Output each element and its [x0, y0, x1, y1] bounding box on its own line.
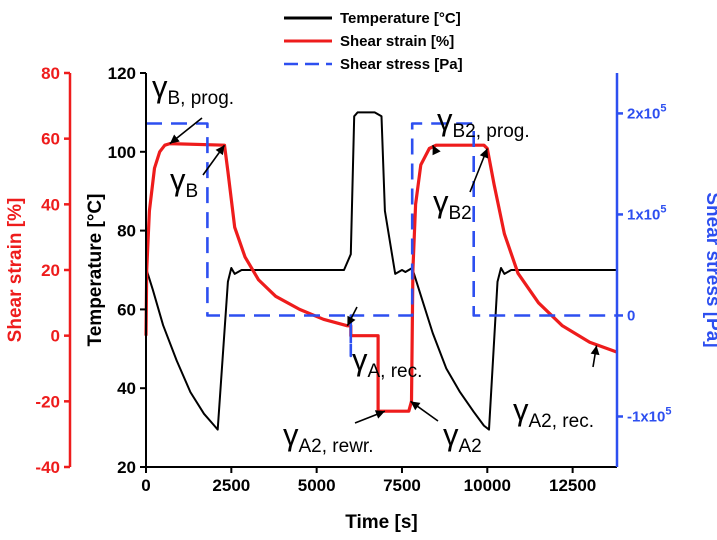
x-tick-label: 5000 — [298, 476, 336, 495]
temperature-tick-label: 120 — [108, 64, 136, 83]
temperature-tick-label: 80 — [117, 222, 136, 241]
annotation-arrowhead — [479, 148, 489, 159]
strain-tick-label: 20 — [41, 261, 60, 280]
annotation-subscript: A2, rewr. — [299, 436, 374, 457]
temperature-axis-label: Temperature [°C] — [85, 194, 106, 347]
annotation-gamma: γ — [283, 417, 299, 452]
strain-tick-label: 0 — [51, 327, 60, 346]
strain-tick-label: -40 — [35, 458, 60, 477]
annotation-subscript: B2 — [449, 203, 472, 224]
annotation-arrowhead — [169, 134, 180, 144]
x-tick-label: 12500 — [549, 476, 596, 495]
strain-tick-label: -20 — [35, 392, 60, 411]
strain-tick-label: 60 — [41, 130, 60, 149]
stress-tick-exponent: 5 — [665, 405, 671, 417]
strain-axis-label: Shear strain [%] — [5, 198, 26, 343]
annotation-subscript: A2, rec. — [529, 411, 594, 432]
stress-tick-label: -1x105 — [627, 405, 672, 425]
temperature-tick-label: 20 — [117, 458, 136, 477]
x-tick-label: 10000 — [464, 476, 511, 495]
annotation-arrowhead — [215, 145, 225, 156]
annotation-label: γA, rec. — [352, 342, 422, 382]
annotation-label: γA2, rec. — [513, 392, 594, 432]
annotation-subscript: A, rec. — [368, 361, 423, 382]
stress-tick-exponent: 5 — [660, 203, 666, 215]
x-tick-label: 2500 — [212, 476, 250, 495]
annotation-gamma: γ — [152, 69, 168, 104]
annotation-arrowhead — [432, 145, 441, 156]
series-line-temperature — [145, 111, 617, 431]
x-tick-label: 0 — [141, 476, 150, 495]
legend-label: Shear strain [%] — [340, 33, 454, 50]
series-line-stress — [146, 122, 617, 358]
strain-tick-label: 40 — [41, 195, 60, 214]
stress-tick-exponent: 5 — [660, 102, 666, 114]
temperature-tick-label: 40 — [117, 379, 136, 398]
annotation-gamma: γ — [352, 342, 368, 377]
annotation-gamma: γ — [437, 102, 453, 137]
stress-axis-label: Shear stress [Pa] — [702, 192, 717, 347]
temperature-tick-label: 100 — [108, 143, 136, 162]
strain-tick-label: 80 — [41, 64, 60, 83]
annotation-label: γA2 — [443, 417, 482, 457]
annotation-arrowhead — [590, 345, 600, 356]
legend-label: Temperature [°C] — [340, 10, 461, 27]
annotation-label: γB2 — [433, 184, 472, 224]
annotation-label: γA2, rewr. — [283, 417, 373, 457]
annotation-subscript: B — [186, 181, 199, 202]
series-line-strain — [144, 142, 618, 413]
x-axis-label: Time [s] — [345, 512, 418, 533]
annotation-label: γB2, prog. — [437, 102, 530, 142]
legend-label: Shear stress [Pa] — [340, 56, 463, 73]
annotation-gamma: γ — [433, 184, 449, 219]
annotation-subscript: B2, prog. — [453, 121, 530, 142]
annotation-gamma: γ — [170, 162, 186, 197]
stress-tick-label: 2x105 — [627, 102, 667, 122]
annotation-label: γB, prog. — [152, 69, 234, 109]
annotation-subscript: B, prog. — [168, 88, 235, 109]
x-tick-label: 7500 — [383, 476, 421, 495]
annotation-subscript: A2 — [459, 436, 482, 457]
annotation-gamma: γ — [513, 392, 529, 427]
annotation-arrowhead — [410, 401, 421, 411]
annotation-label: γB — [170, 162, 198, 202]
temperature-tick-label: 60 — [117, 300, 136, 319]
annotation-arrowhead — [374, 410, 385, 419]
annotation-gamma: γ — [443, 417, 459, 452]
stress-tick-label: 0 — [627, 307, 635, 324]
stress-tick-label: 1x105 — [627, 203, 667, 223]
annotation-arrowhead — [347, 315, 356, 326]
